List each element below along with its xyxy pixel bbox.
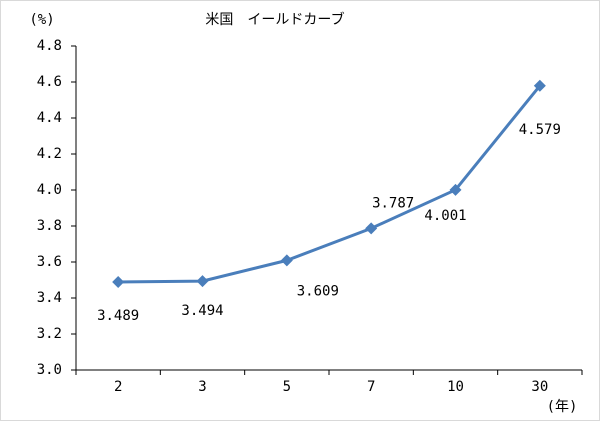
y-tick-label: 3.6	[37, 254, 62, 270]
y-tick-label: 4.6	[37, 74, 62, 90]
series-line	[118, 84, 541, 284]
point-marker	[112, 275, 125, 288]
data-label: 4.001	[424, 208, 466, 224]
x-tick-label: 3	[198, 379, 206, 395]
data-label: 3.609	[297, 283, 339, 299]
y-tick-label: 4.2	[37, 146, 62, 162]
point-marker	[280, 254, 293, 267]
y-tick-label: 3.8	[37, 218, 62, 234]
y-tick-label: 3.4	[37, 290, 62, 306]
y-tick-label: 4.4	[37, 110, 62, 126]
data-label: 3.489	[97, 308, 139, 324]
chart-title: 米国 イールドカーブ	[205, 11, 344, 28]
y-tick-label: 4.8	[37, 38, 62, 54]
y-tick-label: 3.0	[37, 362, 62, 378]
y-tick-label: 4.0	[37, 182, 62, 198]
point-marker	[365, 222, 378, 235]
x-axis-label: (年)	[547, 399, 578, 415]
x-tick-label: 30	[531, 379, 548, 395]
point-marker	[196, 275, 209, 288]
data-label: 4.579	[519, 122, 561, 138]
x-tick-label: 2	[114, 379, 122, 395]
point-marker	[449, 183, 462, 196]
x-tick-label: 10	[447, 379, 464, 395]
data-label: 3.787	[372, 195, 414, 211]
y-axis-label: (%)	[29, 12, 54, 28]
point-marker	[533, 79, 546, 92]
data-label: 3.494	[181, 303, 223, 319]
x-tick-label: 7	[367, 379, 375, 395]
x-tick-label: 5	[283, 379, 291, 395]
y-tick-label: 3.2	[37, 326, 62, 342]
